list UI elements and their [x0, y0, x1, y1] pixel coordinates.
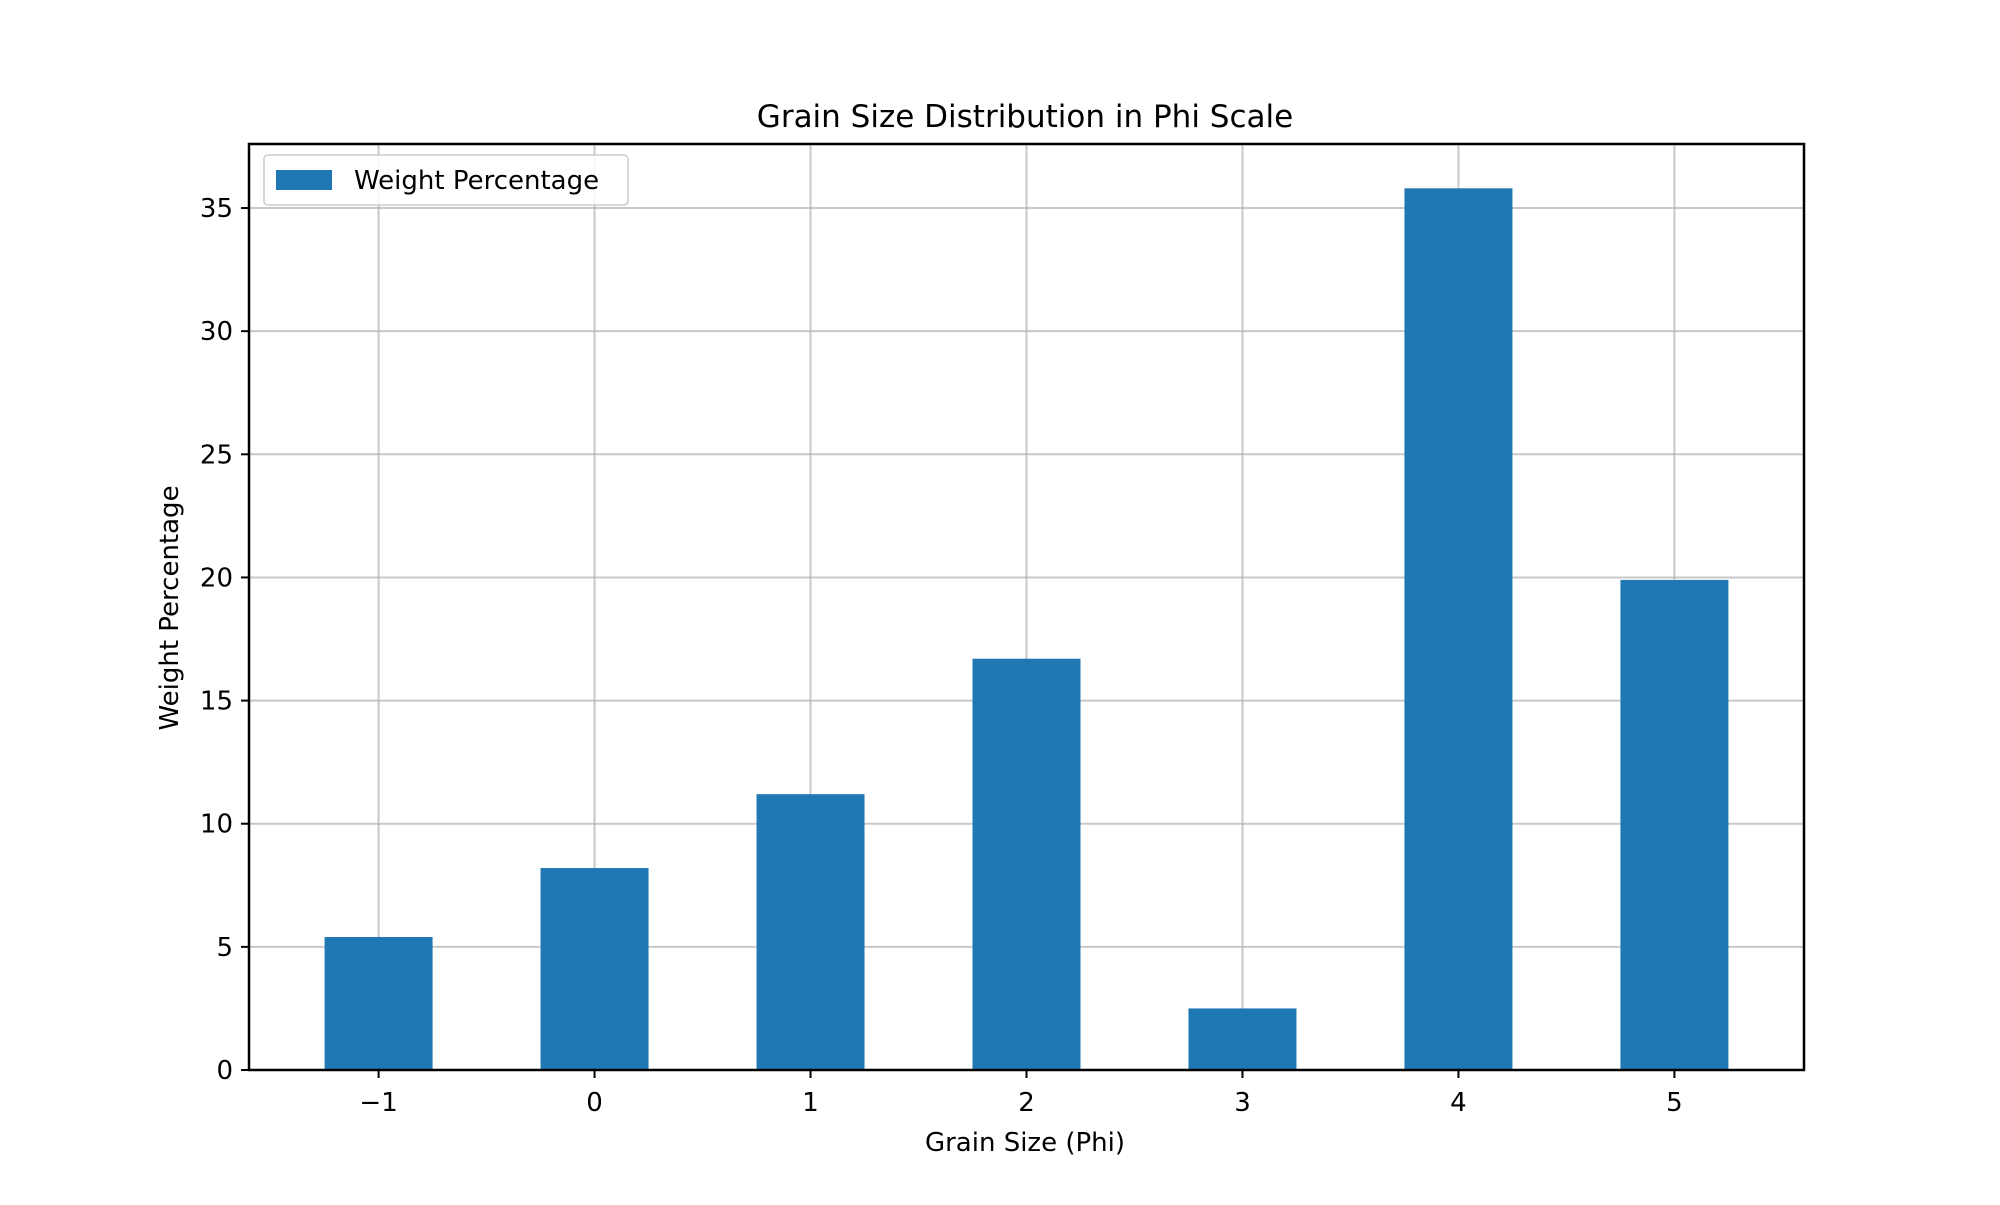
chart-title: Grain Size Distribution in Phi Scale — [757, 99, 1293, 135]
y-axis-label: Weight Percentage — [155, 485, 185, 730]
legend-swatch — [276, 170, 332, 190]
y-tick-label: 30 — [200, 317, 233, 347]
y-tick-label: 35 — [200, 194, 233, 224]
y-tick-label: 10 — [200, 810, 233, 840]
bar — [540, 868, 649, 1070]
y-tick-label: 25 — [200, 440, 233, 470]
x-tick-label: 1 — [802, 1088, 819, 1118]
x-tick-label: 3 — [1234, 1088, 1251, 1118]
x-axis-label: Grain Size (Phi) — [925, 1128, 1125, 1158]
bar — [1620, 579, 1729, 1070]
x-tick-label: 4 — [1450, 1088, 1467, 1118]
legend: Weight Percentage — [263, 154, 629, 206]
y-tick-label: 5 — [216, 933, 233, 963]
y-tick-label: 20 — [200, 563, 233, 593]
axis-ticks: −1 0 1 2 3 4 5 0 5 10 15 20 25 30 35 — [200, 194, 1683, 1118]
legend-label: Weight Percentage — [354, 166, 599, 196]
y-tick-label: 0 — [216, 1056, 233, 1086]
x-tick-label: 0 — [586, 1088, 603, 1118]
bar — [756, 794, 865, 1070]
bar — [972, 658, 1081, 1070]
bars — [324, 188, 1729, 1071]
bar — [1188, 1008, 1297, 1070]
bar — [324, 937, 433, 1070]
legend-frame — [263, 154, 629, 206]
x-tick-label: 2 — [1018, 1088, 1035, 1118]
x-tick-label: −1 — [359, 1088, 397, 1118]
x-tick-label: 5 — [1666, 1088, 1683, 1118]
y-tick-label: 15 — [200, 687, 233, 717]
bar — [1404, 188, 1513, 1071]
